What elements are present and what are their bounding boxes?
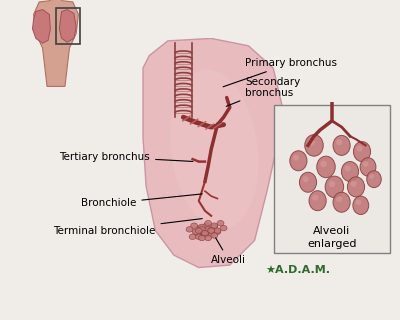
Ellipse shape (211, 233, 218, 238)
Text: Primary bronchus: Primary bronchus (223, 58, 337, 87)
Ellipse shape (205, 235, 212, 241)
Ellipse shape (189, 234, 196, 239)
Polygon shape (143, 38, 282, 268)
Ellipse shape (367, 171, 381, 188)
Ellipse shape (206, 228, 213, 233)
Ellipse shape (202, 230, 208, 236)
Ellipse shape (348, 177, 364, 197)
Ellipse shape (350, 181, 357, 187)
Ellipse shape (214, 228, 221, 233)
Ellipse shape (194, 230, 201, 236)
Ellipse shape (211, 223, 218, 228)
Ellipse shape (290, 151, 307, 171)
Ellipse shape (211, 224, 218, 230)
Text: enlarged: enlarged (307, 239, 357, 249)
Polygon shape (34, 0, 78, 86)
Ellipse shape (197, 225, 204, 231)
Ellipse shape (320, 161, 327, 167)
Ellipse shape (312, 195, 318, 201)
Text: Terminal bronchiole: Terminal bronchiole (53, 219, 202, 236)
Ellipse shape (344, 165, 351, 172)
Ellipse shape (369, 173, 374, 179)
Ellipse shape (329, 180, 335, 187)
Ellipse shape (309, 191, 326, 211)
Ellipse shape (220, 225, 227, 231)
Ellipse shape (325, 176, 344, 198)
Ellipse shape (293, 155, 299, 161)
Text: Alveoli: Alveoli (211, 238, 246, 265)
Ellipse shape (208, 228, 215, 233)
Text: Secondary
bronchus: Secondary bronchus (226, 77, 300, 106)
Text: Alveoli: Alveoli (313, 227, 351, 236)
Text: ★A.D.A.M.: ★A.D.A.M. (266, 265, 330, 275)
Ellipse shape (214, 229, 221, 235)
Ellipse shape (198, 224, 205, 230)
Ellipse shape (203, 223, 210, 228)
Ellipse shape (333, 192, 350, 212)
Ellipse shape (192, 229, 199, 235)
Ellipse shape (300, 172, 316, 192)
Ellipse shape (208, 232, 215, 237)
Text: Bronchiole: Bronchiole (81, 194, 202, 209)
Ellipse shape (200, 230, 207, 236)
Ellipse shape (302, 176, 309, 182)
Polygon shape (49, 0, 63, 2)
Ellipse shape (317, 156, 335, 178)
Ellipse shape (198, 235, 205, 241)
Ellipse shape (363, 161, 368, 167)
Polygon shape (32, 10, 50, 43)
Ellipse shape (208, 228, 215, 233)
Ellipse shape (205, 220, 212, 226)
Ellipse shape (217, 220, 224, 226)
Ellipse shape (305, 135, 323, 156)
Ellipse shape (336, 196, 342, 202)
Ellipse shape (353, 196, 369, 214)
Ellipse shape (198, 227, 205, 232)
Ellipse shape (308, 139, 315, 146)
Ellipse shape (202, 232, 208, 237)
Ellipse shape (342, 162, 358, 181)
Polygon shape (59, 10, 76, 42)
Ellipse shape (360, 158, 376, 176)
Ellipse shape (336, 139, 342, 145)
Ellipse shape (195, 234, 202, 239)
Ellipse shape (356, 199, 361, 205)
Ellipse shape (170, 69, 258, 229)
Ellipse shape (354, 141, 370, 162)
Ellipse shape (202, 232, 208, 237)
Bar (56, 8, 80, 44)
Text: Tertiary bronchus: Tertiary bronchus (59, 152, 193, 162)
Ellipse shape (356, 146, 363, 151)
Ellipse shape (191, 223, 198, 228)
Ellipse shape (186, 227, 193, 232)
Ellipse shape (205, 227, 212, 232)
Ellipse shape (195, 228, 202, 233)
Ellipse shape (333, 135, 350, 156)
